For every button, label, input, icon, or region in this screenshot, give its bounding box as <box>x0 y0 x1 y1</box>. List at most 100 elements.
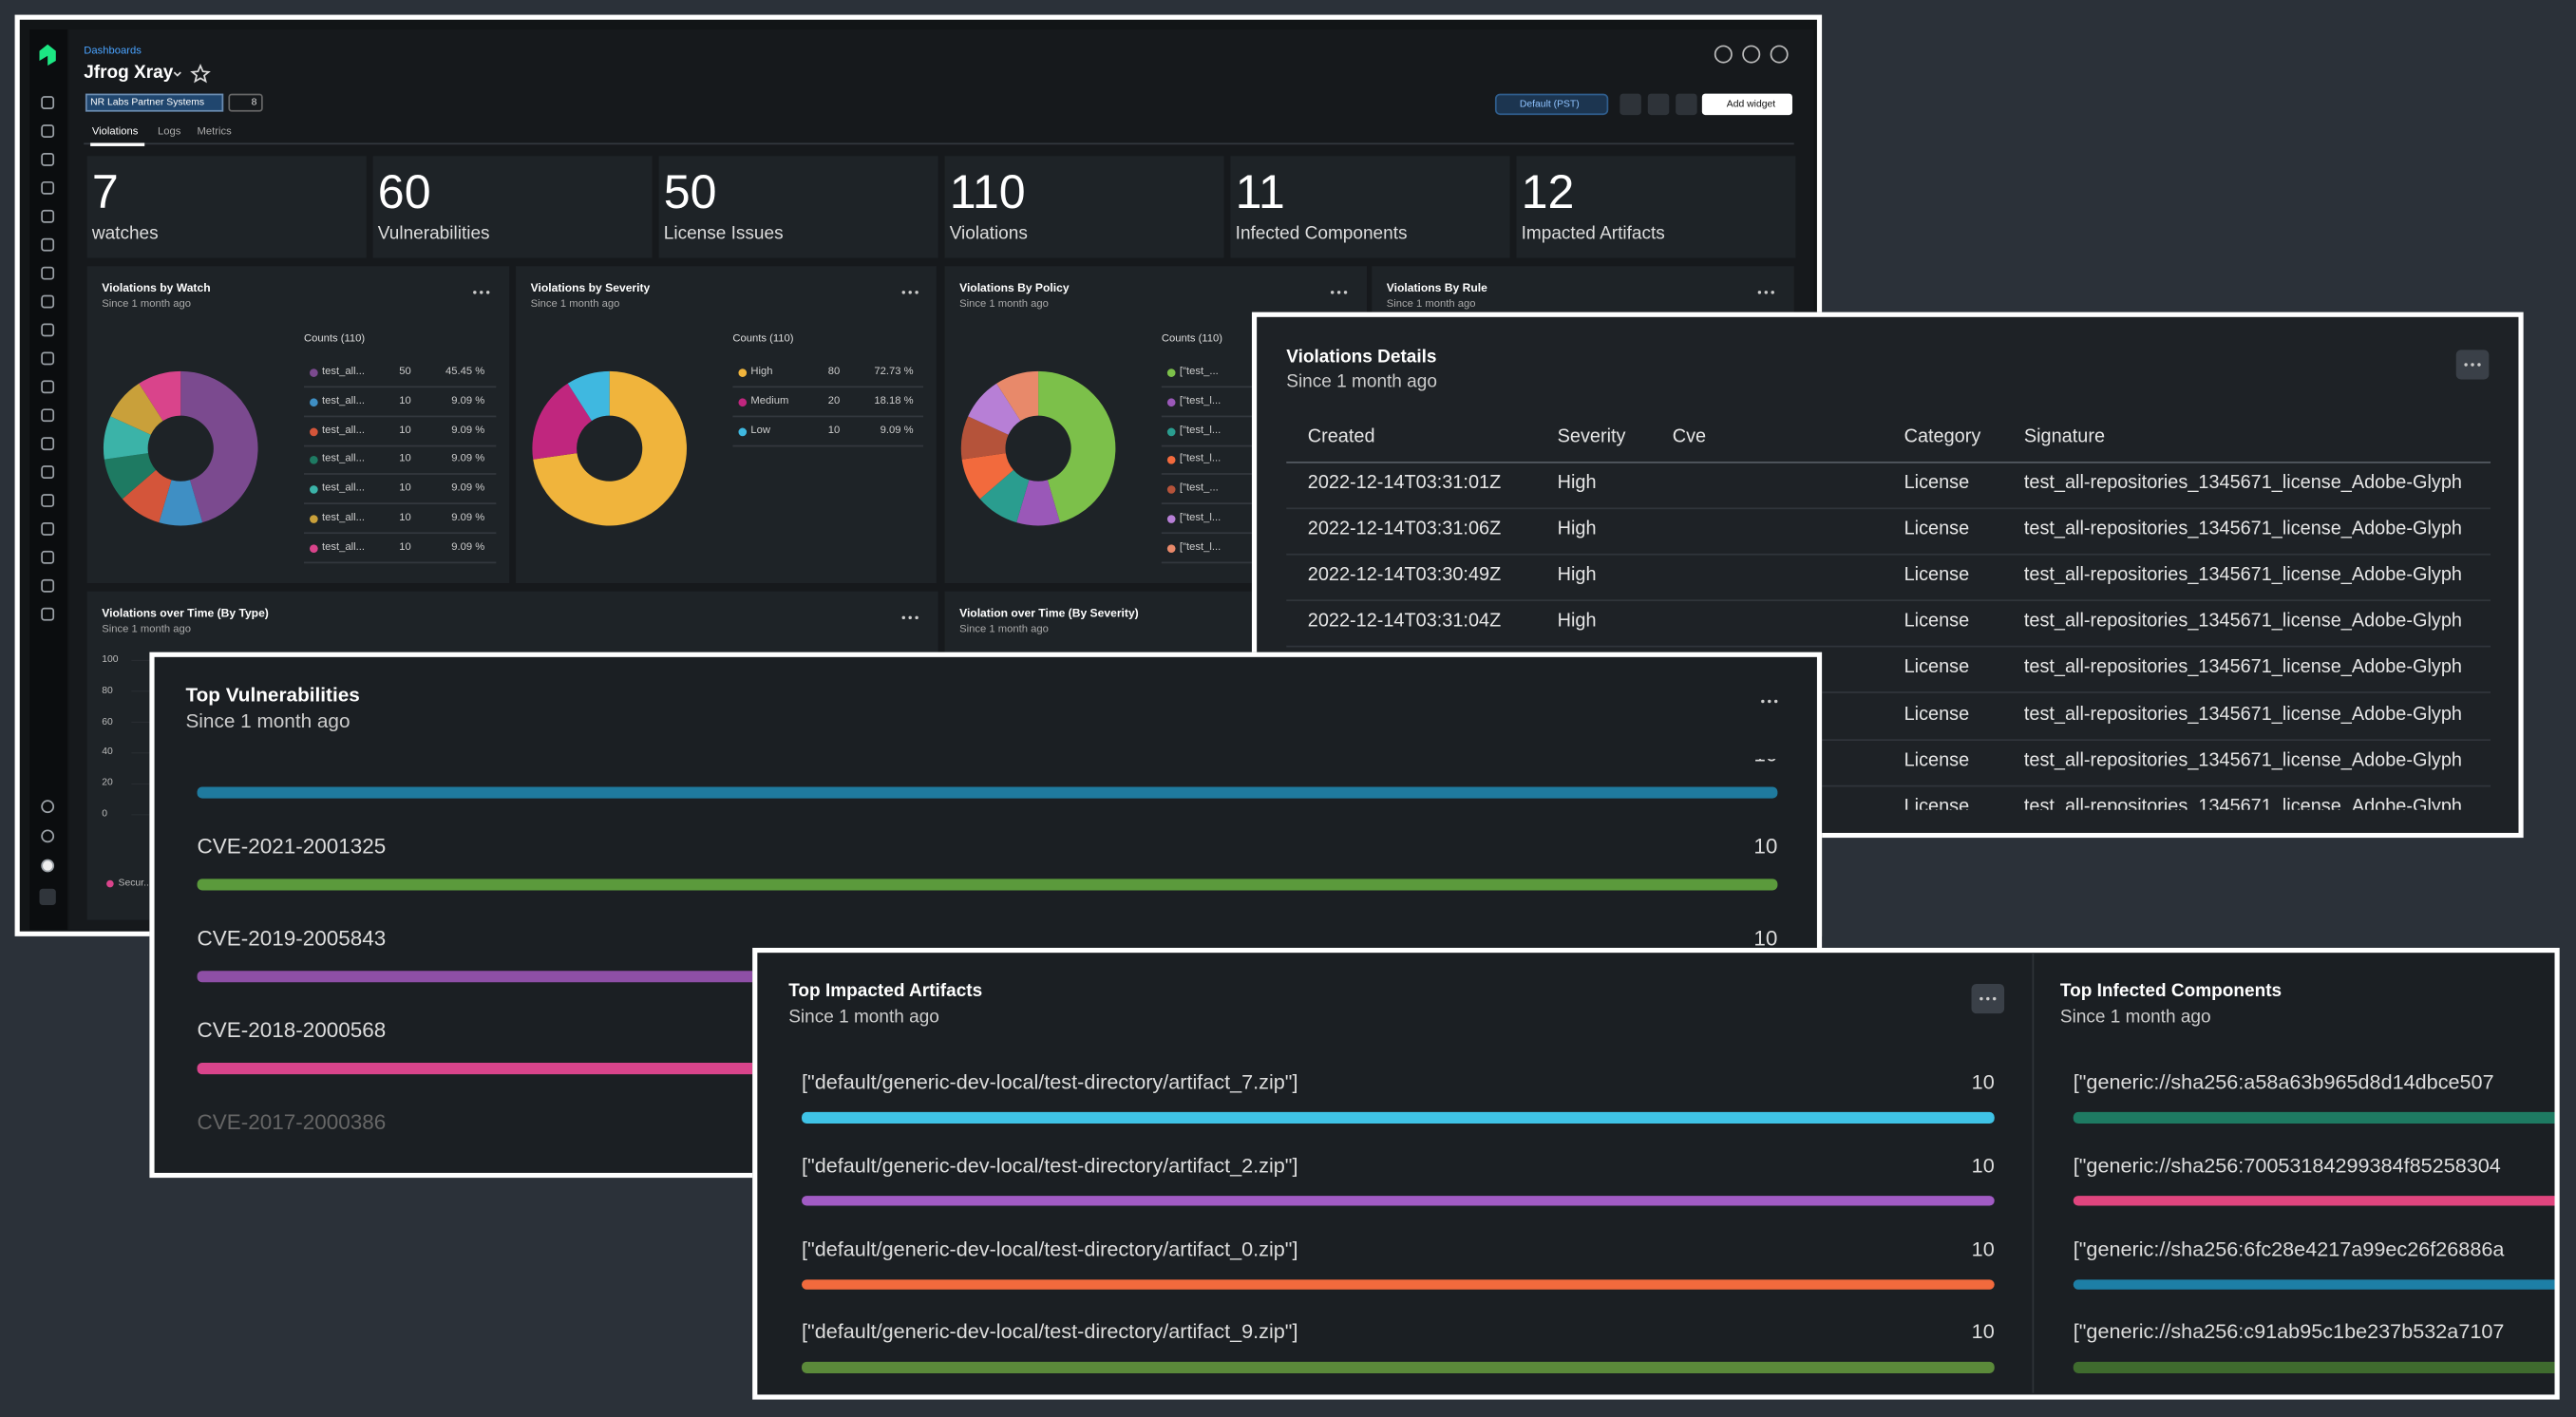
nav-icon[interactable] <box>41 800 55 814</box>
column-header[interactable]: Cve <box>1672 427 1707 447</box>
column-header[interactable]: Severity <box>1557 427 1626 447</box>
column-divider <box>2032 953 2035 1393</box>
tabs-divider <box>84 142 1794 145</box>
legend-name: ["test_... <box>1179 482 1219 495</box>
bar <box>802 1278 1995 1290</box>
legend-swatch <box>738 368 748 377</box>
nav-icon[interactable] <box>41 153 55 166</box>
table-cell: High <box>1557 612 1597 633</box>
table-cell: High <box>1557 473 1597 494</box>
donut-segment <box>180 370 258 523</box>
breadcrumb[interactable]: Dashboards <box>84 45 142 58</box>
billboard-card <box>944 156 1224 258</box>
donut-segment <box>532 383 592 460</box>
billboard-card <box>658 156 938 258</box>
nav-icon[interactable] <box>41 323 55 337</box>
nav-icon[interactable] <box>41 522 55 536</box>
header-icon[interactable] <box>1742 45 1761 64</box>
nav-icon[interactable] <box>41 578 55 593</box>
nav-icon[interactable] <box>41 351 55 366</box>
bar <box>802 1362 1995 1373</box>
nav-icon[interactable] <box>41 266 55 280</box>
legend-name: ["test_l... <box>1179 540 1222 554</box>
menu-button[interactable] <box>1322 277 1355 307</box>
menu-button[interactable] <box>894 603 927 633</box>
legend-value: 10 <box>399 453 411 465</box>
tab[interactable]: Violations <box>91 125 139 138</box>
column-header[interactable]: Signature <box>2023 427 2106 447</box>
legend-dot <box>310 456 318 465</box>
legend-value: 10 <box>399 482 411 495</box>
table-cell: test_all-repositories_1345671_license_Ad… <box>2023 612 2462 633</box>
table-cell: test_all-repositories_1345671_license_Ad… <box>2023 704 2462 725</box>
table-cell: test_all-repositories_1345671_license_Ad… <box>2023 520 2462 539</box>
nav-icon[interactable] <box>41 859 55 873</box>
tag-count-chip[interactable] <box>228 93 263 112</box>
nav-icon[interactable] <box>41 180 55 195</box>
nav-icon[interactable] <box>41 96 55 110</box>
widget-title: Top Infected Components <box>2059 981 2282 1002</box>
legend-percent: 9.09 % <box>451 453 485 465</box>
nav-icon[interactable] <box>41 607 55 621</box>
legend-title: Counts (110) <box>303 332 366 345</box>
violations-details-panel: Violations Details Since 1 month ago Creat… <box>1251 312 2524 839</box>
bar-label: CVE-2019-2005843 <box>197 925 387 951</box>
tab[interactable]: Metrics <box>197 125 232 138</box>
header-icon[interactable] <box>1770 45 1789 64</box>
menu-button[interactable] <box>1752 687 1786 716</box>
tag-chip <box>85 93 224 112</box>
toolbar-button[interactable] <box>1619 93 1641 116</box>
widget-title: Top Vulnerabilities <box>185 683 360 707</box>
donut-segment <box>103 416 151 460</box>
legend-divider <box>732 415 924 417</box>
nav-icon[interactable] <box>41 209 55 223</box>
menu-dot <box>1768 699 1771 704</box>
menu-dot <box>1764 291 1769 294</box>
toolbar-button[interactable] <box>1647 93 1670 116</box>
legend-percent: 45.45 % <box>445 366 485 378</box>
widget-subtitle: Since 1 month ago <box>102 623 191 635</box>
menu-button[interactable] <box>1750 277 1783 307</box>
y-tick-label: 100 <box>102 655 119 666</box>
menu-button[interactable] <box>464 277 498 307</box>
bar-label: ["default/generic-dev-local/test-directo… <box>802 1070 1298 1094</box>
legend-swatch <box>310 456 318 465</box>
add-widget-button[interactable] <box>1701 93 1792 116</box>
toolbar-button[interactable] <box>1676 93 1697 116</box>
nav-icon[interactable] <box>41 294 55 309</box>
widget-subtitle: Since 1 month ago <box>1286 371 1437 392</box>
nav-icon[interactable] <box>41 465 55 480</box>
tag-label: NR Labs Partner Systems <box>90 98 205 109</box>
dashboard-title: Jfrog Xray <box>84 63 174 84</box>
time-picker[interactable] <box>1494 93 1609 116</box>
nav-icon[interactable] <box>41 494 55 507</box>
menu-dot <box>1757 291 1762 294</box>
nav-icon[interactable] <box>41 829 55 843</box>
nav-icon[interactable] <box>41 408 55 423</box>
table-cell: License <box>1904 612 1970 633</box>
favorite-star[interactable] <box>190 63 211 84</box>
legend-name: ["test_l... <box>1179 395 1222 407</box>
header-icon[interactable] <box>1714 45 1733 64</box>
tab[interactable]: Logs <box>158 125 181 138</box>
add-widget-label: Add widget <box>1726 100 1776 110</box>
column-header[interactable]: Category <box>1904 427 1981 447</box>
nav-icon[interactable] <box>41 237 55 252</box>
row-divider <box>1286 738 2491 740</box>
menu-button[interactable] <box>1971 984 2005 1014</box>
menu-dot <box>915 615 919 620</box>
nav-icon[interactable] <box>41 437 55 451</box>
row-divider <box>1286 599 2491 601</box>
nav-icon[interactable] <box>41 550 55 564</box>
bar-label: ["generic://sha256:70053184299384f852583… <box>2073 1154 2501 1178</box>
legend-dot <box>106 879 114 888</box>
column-header[interactable]: Created <box>1307 427 1375 447</box>
menu-dot <box>915 291 919 294</box>
menu-button[interactable] <box>2455 350 2490 380</box>
nav-icon[interactable] <box>41 380 55 394</box>
widget-subtitle: Since 1 month ago <box>102 298 191 311</box>
menu-button[interactable] <box>894 277 927 307</box>
nav-icon[interactable] <box>41 124 55 138</box>
widget-subtitle: Since 1 month ago <box>1386 298 1476 311</box>
collapse-icon[interactable] <box>39 888 56 906</box>
